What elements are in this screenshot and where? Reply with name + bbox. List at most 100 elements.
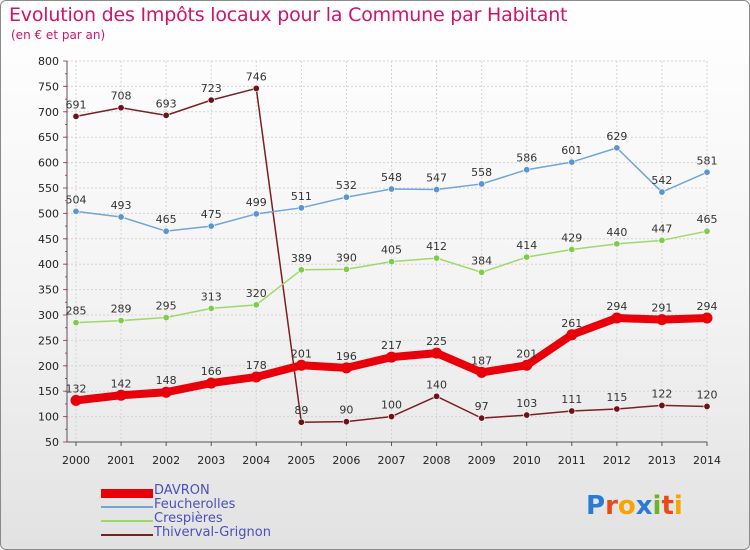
data-point — [207, 304, 215, 312]
x-tick-label: 2004 — [242, 454, 270, 467]
y-axis: 50 100 150 200 250 300 350 400 450 500 550 600 650 70… — [38, 55, 68, 449]
legend-swatch — [101, 488, 153, 498]
data-point — [703, 168, 711, 176]
y-tick-label: 550 — [38, 182, 59, 195]
data-point — [342, 418, 350, 426]
data-label: 475 — [201, 208, 222, 221]
data-point — [658, 188, 666, 196]
data-point — [70, 394, 82, 406]
data-point — [431, 347, 443, 359]
data-point — [72, 319, 80, 327]
data-point — [162, 314, 170, 322]
x-tick-label: 2009 — [468, 454, 496, 467]
data-label: 558 — [471, 166, 492, 179]
data-label: 100 — [381, 399, 402, 412]
data-point — [476, 366, 488, 378]
logo-letter: P — [586, 491, 606, 521]
data-point — [386, 351, 397, 363]
data-label: 122 — [651, 387, 672, 400]
data-label: 629 — [606, 130, 627, 143]
data-point — [613, 144, 621, 152]
data-label: 390 — [336, 251, 357, 264]
y-tick-label: 600 — [38, 157, 59, 170]
data-label: 691 — [66, 98, 87, 111]
data-point — [117, 213, 125, 221]
data-label: 532 — [336, 179, 357, 192]
data-point — [523, 166, 531, 174]
data-point — [566, 329, 578, 341]
data-label: 493 — [111, 199, 132, 212]
proxiti-logo: Proxiti — [586, 491, 683, 521]
data-label: 285 — [66, 305, 87, 318]
data-label: 225 — [426, 335, 447, 348]
series-layer — [70, 84, 713, 426]
y-tick-label: 750 — [38, 80, 59, 93]
legend-swatch — [101, 506, 153, 508]
data-label: 511 — [291, 190, 312, 203]
data-point — [297, 266, 305, 274]
x-tick-label: 2005 — [287, 454, 315, 467]
y-tick-label: 450 — [38, 233, 59, 246]
logo-letter: r — [605, 491, 618, 521]
data-label: 746 — [246, 70, 267, 83]
series-davron — [70, 312, 713, 406]
data-point — [72, 207, 80, 215]
data-point — [701, 312, 713, 324]
data-label: 294 — [606, 300, 627, 313]
data-point — [523, 253, 531, 261]
x-tick-label: 2000 — [62, 454, 90, 467]
data-point — [658, 401, 666, 409]
data-point — [252, 301, 260, 309]
x-tick-label: 2001 — [107, 454, 135, 467]
data-point — [478, 414, 486, 422]
data-label: 405 — [381, 244, 402, 257]
data-label: 132 — [66, 382, 87, 395]
x-tick-label: 2011 — [558, 454, 586, 467]
data-point — [703, 402, 711, 410]
logo-letter: t — [661, 491, 674, 521]
data-label: 201 — [516, 347, 537, 360]
y-tick-label: 300 — [38, 309, 59, 322]
data-label: 178 — [246, 359, 267, 372]
data-point — [115, 389, 127, 401]
data-label: 384 — [471, 254, 492, 267]
data-label: 291 — [651, 302, 672, 315]
data-point — [252, 84, 260, 92]
data-label: 542 — [651, 174, 672, 187]
data-label: 499 — [246, 196, 267, 209]
data-point — [297, 204, 305, 212]
data-point — [568, 158, 576, 166]
y-tick-label: 700 — [38, 106, 59, 119]
data-label: 148 — [156, 374, 177, 387]
data-point — [658, 236, 666, 244]
data-label: 90 — [339, 404, 353, 417]
data-label: 389 — [291, 252, 312, 265]
data-point — [613, 405, 621, 413]
data-labels: 691 708 693 723 746 89 90 100 140 97 103 111 115 122 1… — [66, 70, 718, 417]
y-tick-label: 150 — [38, 385, 59, 398]
y-tick-label: 400 — [38, 258, 59, 271]
data-point — [433, 392, 441, 400]
data-point — [162, 111, 170, 119]
data-point — [297, 418, 305, 426]
data-label: 429 — [561, 231, 582, 244]
logo-letter: o — [617, 491, 636, 521]
data-label: 586 — [516, 152, 537, 165]
data-point — [703, 227, 711, 235]
data-label: 142 — [111, 377, 132, 390]
data-point — [207, 96, 215, 104]
data-label: 723 — [201, 82, 222, 95]
data-point — [72, 112, 80, 120]
data-label: 103 — [516, 397, 537, 410]
data-point — [117, 317, 125, 325]
data-label: 140 — [426, 378, 447, 391]
legend-label: Thiverval-Grignon — [154, 525, 271, 540]
data-label: 547 — [426, 172, 447, 185]
data-point — [521, 359, 533, 371]
data-point — [613, 240, 621, 248]
y-tick-label: 800 — [38, 55, 59, 68]
data-point — [568, 245, 576, 253]
y-tick-label: 350 — [38, 284, 59, 297]
data-point — [433, 186, 441, 194]
